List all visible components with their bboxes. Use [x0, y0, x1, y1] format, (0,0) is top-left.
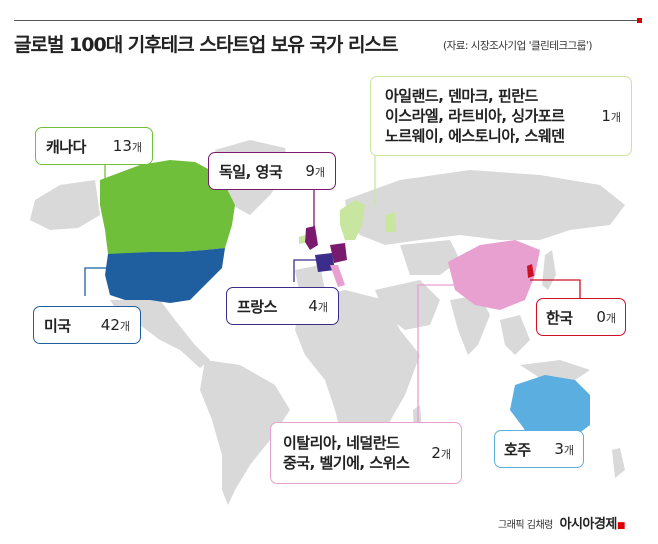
- australia-label-box: 호주 3개: [494, 430, 584, 468]
- source-note: (자료: 시장조사기업 '클린테크그룹'): [443, 40, 592, 52]
- nordic-group-label-box: 아일랜드, 덴마크, 핀란드 이스라엘, 라트비아, 싱가포르 노르웨이, 에스…: [370, 76, 632, 156]
- country-count: 2개: [431, 444, 451, 462]
- country-name: 한국: [546, 308, 573, 327]
- canada-region: [100, 160, 235, 254]
- credit-label: 그래픽 김채령: [498, 520, 553, 531]
- country-name: 독일, 영국: [219, 162, 283, 181]
- page-title: 글로벌 100대 기후테크 스타트업 보유 국가 리스트: [14, 34, 398, 56]
- china-region: [448, 240, 540, 310]
- country-count: 42개: [100, 316, 130, 334]
- country-name: 프랑스: [237, 297, 277, 316]
- canada-label-box: 캐나다 13개: [35, 127, 153, 165]
- brand-name: 아시아경제: [559, 517, 618, 532]
- france-region: [315, 253, 335, 272]
- country-count: 1개: [601, 107, 621, 125]
- country-line-2: 이스라엘, 라트비아, 싱가포르: [385, 107, 565, 125]
- country-count: 13개: [112, 137, 142, 155]
- usa-region: [105, 248, 225, 303]
- korea-label-box: 한국 0개: [536, 298, 626, 336]
- uk-region: [305, 226, 318, 250]
- country-name: 미국: [44, 316, 71, 335]
- italy-group-label-box: 이탈리아, 네덜란드 중국, 벨기에, 스위스 2개: [270, 422, 462, 484]
- nordic-region: [340, 200, 365, 240]
- country-line-1: 아일랜드, 덴마크, 핀란드: [385, 87, 538, 105]
- country-line-2: 중국, 벨기에, 스위스: [283, 454, 410, 472]
- france-label-box: 프랑스 4개: [226, 287, 339, 325]
- country-line-1: 이탈리아, 네덜란드: [283, 434, 400, 452]
- top-rule: [14, 18, 642, 23]
- korea-region: [527, 264, 534, 278]
- country-count: 3개: [554, 440, 574, 458]
- usa-label-box: 미국 42개: [33, 306, 141, 344]
- country-name: 호주: [504, 440, 531, 459]
- australia-region: [510, 375, 590, 440]
- country-count: 4개: [308, 297, 328, 315]
- brand-mark-icon: ■: [616, 521, 626, 531]
- germany-region: [330, 243, 347, 263]
- credit: 그래픽 김채령 아시아경제■: [498, 513, 625, 532]
- country-count: 0개: [596, 308, 616, 326]
- country-count: 9개: [305, 162, 325, 180]
- germany-uk-label-box: 독일, 영국 9개: [208, 152, 336, 190]
- country-line-3: 노르웨이, 에스토니아, 스웨덴: [385, 127, 565, 145]
- country-name: 캐나다: [46, 137, 86, 156]
